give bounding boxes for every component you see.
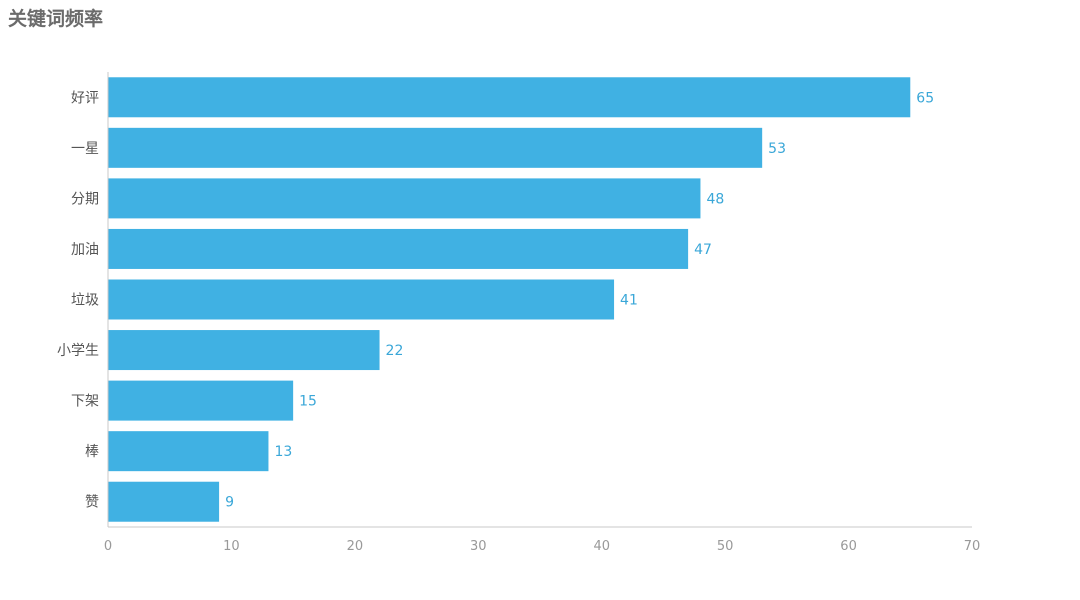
category-label: 一星: [71, 141, 99, 157]
category-label: 垃圾: [71, 293, 99, 309]
x-tick-label: 30: [470, 539, 487, 554]
bar: [108, 178, 701, 219]
x-tick-label: 50: [717, 539, 734, 554]
data-label: 53: [768, 141, 786, 157]
x-tick-label: 20: [347, 539, 364, 554]
category-label: 下架: [71, 394, 99, 410]
x-tick-label: 60: [840, 539, 857, 554]
category-label: 好评: [71, 90, 99, 106]
x-tick-label: 10: [223, 539, 240, 554]
chart-title: 关键词频率: [8, 8, 104, 30]
bar: [108, 279, 615, 320]
bar: [108, 431, 269, 472]
category-label: 分期: [71, 191, 99, 207]
bar: [108, 481, 220, 522]
x-tick-label: 70: [964, 539, 981, 554]
data-label: 47: [694, 242, 712, 258]
x-tick-label: 0: [104, 539, 112, 554]
data-label: 22: [386, 343, 404, 359]
data-label: 65: [916, 90, 934, 106]
bar: [108, 330, 380, 371]
category-label: 加油: [71, 242, 99, 258]
bar: [108, 77, 911, 118]
data-label: 9: [225, 495, 234, 511]
bar: [108, 228, 689, 269]
data-label: 13: [274, 444, 292, 460]
data-label: 15: [299, 394, 317, 410]
category-label: 赞: [85, 495, 99, 511]
x-tick-label: 40: [593, 539, 610, 554]
data-label: 48: [706, 191, 724, 207]
category-label: 小学生: [57, 343, 99, 359]
bar: [108, 380, 294, 421]
bar: [108, 127, 763, 168]
data-label: 41: [620, 293, 638, 309]
category-label: 棒: [85, 444, 99, 460]
